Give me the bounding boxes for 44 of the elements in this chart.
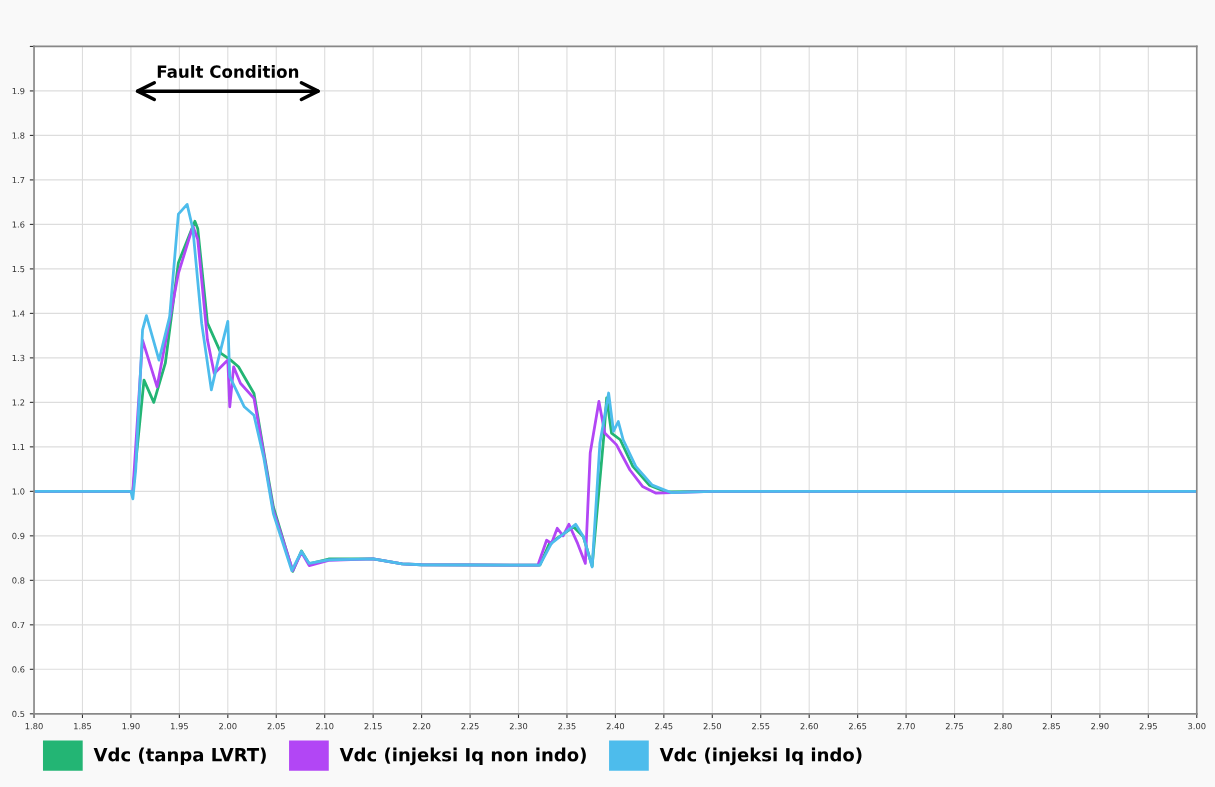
y-tick-label: 0.7 (12, 621, 25, 629)
y-tick-label: 0.8 (12, 577, 25, 584)
y-tick-label: 0.6 (12, 666, 25, 673)
y-tick-label: 1.1 (12, 443, 25, 451)
x-tick-label: 2.75 (945, 722, 964, 730)
x-tick-label: 2.55 (752, 722, 770, 730)
y-tick-label: 1.5 (12, 265, 25, 273)
x-tick-label: 2.10 (316, 722, 334, 730)
x-tick-label: 2.85 (1042, 722, 1060, 730)
legend-label: Vdc (injeksi Iq non indo) (339, 747, 586, 766)
x-tick-label: 2.30 (509, 722, 528, 730)
x-tick-label: 2.50 (703, 722, 722, 730)
x-tick-label: 2.60 (800, 722, 818, 730)
y-tick-label: 0.9 (12, 532, 25, 540)
x-tick-label: 1.95 (171, 722, 188, 730)
x-tick-label: 2.45 (655, 722, 673, 730)
x-tick-label: 1.90 (122, 722, 140, 730)
x-tick-label: 1.85 (74, 722, 92, 730)
x-tick-label: 2.70 (897, 722, 915, 730)
x-tick-label: 2.35 (558, 722, 576, 730)
y-tick-label: 0.5 (12, 710, 25, 718)
x-tick-label: 2.80 (994, 722, 1012, 730)
x-tick-label: 2.40 (606, 722, 625, 730)
x-tick-label: 1.80 (25, 722, 43, 730)
y-tick-label: 1.6 (12, 221, 25, 228)
x-tick-label: 2.25 (461, 722, 479, 730)
y-tick-label: 1.4 (12, 310, 25, 317)
x-tick-label: 2.00 (219, 722, 237, 730)
annotation: Fault Condition (157, 65, 299, 78)
y-tick-label: 1.9 (12, 87, 25, 95)
x-tick-label: 2.65 (848, 722, 867, 730)
x-tick-label: 3.00 (1188, 722, 1206, 730)
x-tick-label: 2.95 (1139, 722, 1157, 730)
y-tick-label: 1.8 (12, 132, 25, 139)
y-tick-label: 1.0 (12, 488, 25, 495)
x-tick-label: 2.90 (1091, 722, 1109, 730)
legend-label: Vdc (tanpa LVRT) (93, 747, 266, 766)
x-tick-label: 2.15 (364, 722, 382, 730)
legend-label: Vdc (injeksi Iq indo) (659, 747, 862, 766)
x-tick-label: 2.20 (412, 722, 431, 730)
y-tick-label: 1.3 (12, 354, 25, 362)
y-tick-label: 1.2 (12, 399, 25, 406)
y-tick-label: 1.7 (12, 177, 25, 184)
x-tick-label: 2.05 (267, 722, 285, 730)
